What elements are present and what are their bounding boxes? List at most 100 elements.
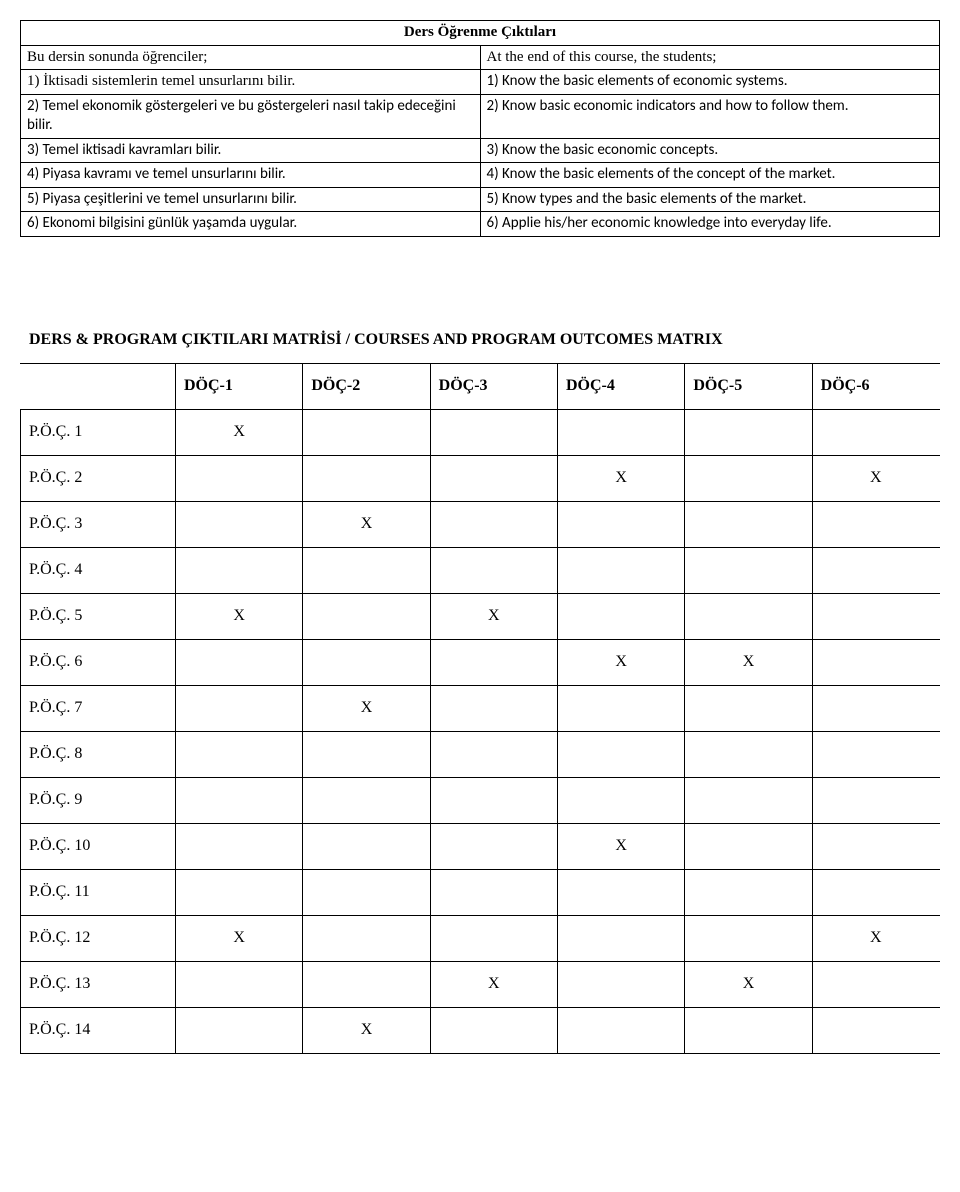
- matrix-cell: [685, 547, 812, 593]
- matrix-cell: [176, 777, 303, 823]
- matrix-cell: [303, 593, 430, 639]
- matrix-cell: [557, 915, 684, 961]
- matrix-cell: X: [812, 455, 939, 501]
- matrix-cell: [303, 455, 430, 501]
- outcomes-right-intro: At the end of this course, the students;: [480, 45, 940, 70]
- matrix-cell: X: [303, 685, 430, 731]
- outcome-right: 3) Know the basic economic concepts.: [480, 138, 940, 163]
- matrix-cell: [430, 731, 557, 777]
- matrix-cell: [557, 547, 684, 593]
- matrix-cell: [812, 409, 939, 455]
- matrix-cell: [303, 869, 430, 915]
- matrix-cell: [685, 455, 812, 501]
- matrix-cell: X: [176, 593, 303, 639]
- outcome-right: 1) Know the basic elements of economic s…: [480, 70, 940, 95]
- matrix-cell: [430, 409, 557, 455]
- matrix-cell: [557, 961, 684, 1007]
- matrix-cell: [430, 869, 557, 915]
- matrix-cell: X: [685, 639, 812, 685]
- matrix-row-label: P.Ö.Ç. 7: [21, 685, 176, 731]
- matrix-cell: [176, 1007, 303, 1053]
- matrix-cell: [430, 823, 557, 869]
- outcome-right: 5) Know types and the basic elements of …: [480, 187, 940, 212]
- matrix-row-label: P.Ö.Ç. 9: [21, 777, 176, 823]
- matrix-cell: [176, 731, 303, 777]
- matrix-cell: [303, 915, 430, 961]
- matrix-cell: [812, 501, 939, 547]
- matrix-row-label: P.Ö.Ç. 11: [21, 869, 176, 915]
- matrix-cell: X: [685, 961, 812, 1007]
- matrix-cell: [812, 685, 939, 731]
- matrix-cell: X: [176, 409, 303, 455]
- matrix-cell: [812, 639, 939, 685]
- matrix-cell: [176, 455, 303, 501]
- matrix-cell: [303, 777, 430, 823]
- outcomes-left-intro: Bu dersin sonunda öğrenciler;: [21, 45, 481, 70]
- matrix-cell: X: [430, 593, 557, 639]
- matrix-cell: [430, 1007, 557, 1053]
- matrix-cell: X: [557, 823, 684, 869]
- matrix-col-header: DÖÇ-2: [303, 363, 430, 409]
- matrix-cell: [812, 869, 939, 915]
- matrix-cell: [812, 823, 939, 869]
- matrix-cell: [303, 961, 430, 1007]
- matrix-cell: [685, 501, 812, 547]
- matrix-cell: [430, 685, 557, 731]
- matrix-col-header: DÖÇ-5: [685, 363, 812, 409]
- matrix-cell: X: [303, 1007, 430, 1053]
- outcome-left: 5) Piyasa çeşitlerini ve temel unsurları…: [21, 187, 481, 212]
- matrix-cell: [557, 501, 684, 547]
- matrix-cell: [812, 593, 939, 639]
- matrix-cell: X: [176, 915, 303, 961]
- outcome-left: 6) Ekonomi bilgisini günlük yaşamda uygu…: [21, 212, 481, 237]
- matrix-cell: [176, 639, 303, 685]
- outcome-left: 2) Temel ekonomik göstergeleri ve bu gös…: [21, 94, 481, 138]
- matrix-cell: [685, 593, 812, 639]
- matrix-cell: [812, 1007, 939, 1053]
- matrix-cell: [557, 869, 684, 915]
- matrix-cell: [303, 731, 430, 777]
- matrix-cell: [812, 731, 939, 777]
- matrix-row-label: P.Ö.Ç. 2: [21, 455, 176, 501]
- matrix-cell: X: [430, 961, 557, 1007]
- matrix-cell: [557, 1007, 684, 1053]
- outcome-left: 4) Piyasa kavramı ve temel unsurlarını b…: [21, 163, 481, 188]
- matrix-cell: [685, 731, 812, 777]
- matrix-row-label: P.Ö.Ç. 5: [21, 593, 176, 639]
- outcome-right: 4) Know the basic elements of the concep…: [480, 163, 940, 188]
- matrix-cell: [812, 547, 939, 593]
- matrix-cell: [430, 639, 557, 685]
- matrix-cell: X: [557, 455, 684, 501]
- matrix-row-label: P.Ö.Ç. 4: [21, 547, 176, 593]
- matrix-cell: X: [557, 639, 684, 685]
- matrix-cell: [557, 685, 684, 731]
- matrix-cell: [557, 731, 684, 777]
- matrix-cell: [176, 869, 303, 915]
- matrix-row-label: P.Ö.Ç. 3: [21, 501, 176, 547]
- matrix-cell: [430, 915, 557, 961]
- outcome-right: 2) Know basic economic indicators and ho…: [480, 94, 940, 138]
- matrix-col-header: DÖÇ-3: [430, 363, 557, 409]
- matrix-cell: [430, 501, 557, 547]
- matrix-cell: X: [812, 915, 939, 961]
- matrix-cell: [812, 961, 939, 1007]
- matrix-cell: [685, 823, 812, 869]
- matrix-cell: [685, 869, 812, 915]
- matrix-cell: [176, 501, 303, 547]
- matrix-row-label: P.Ö.Ç. 12: [21, 915, 176, 961]
- matrix-cell: [430, 777, 557, 823]
- matrix-cell: [557, 777, 684, 823]
- outcome-right: 6) Applie his/her economic knowledge int…: [480, 212, 940, 237]
- matrix-cell: [176, 823, 303, 869]
- outcome-left: 3) Temel iktisadi kavramları bilir.: [21, 138, 481, 163]
- matrix-cell: [812, 777, 939, 823]
- matrix-cell: [430, 547, 557, 593]
- matrix-col-header: DÖÇ-6: [812, 363, 939, 409]
- matrix-cell: [176, 685, 303, 731]
- matrix-row-label: P.Ö.Ç. 10: [21, 823, 176, 869]
- matrix-row-label: P.Ö.Ç. 6: [21, 639, 176, 685]
- matrix-cell: [176, 547, 303, 593]
- matrix-col-header: DÖÇ-4: [557, 363, 684, 409]
- matrix-row-label: P.Ö.Ç. 1: [21, 409, 176, 455]
- outcomes-title: Ders Öğrenme Çıktıları: [21, 21, 940, 46]
